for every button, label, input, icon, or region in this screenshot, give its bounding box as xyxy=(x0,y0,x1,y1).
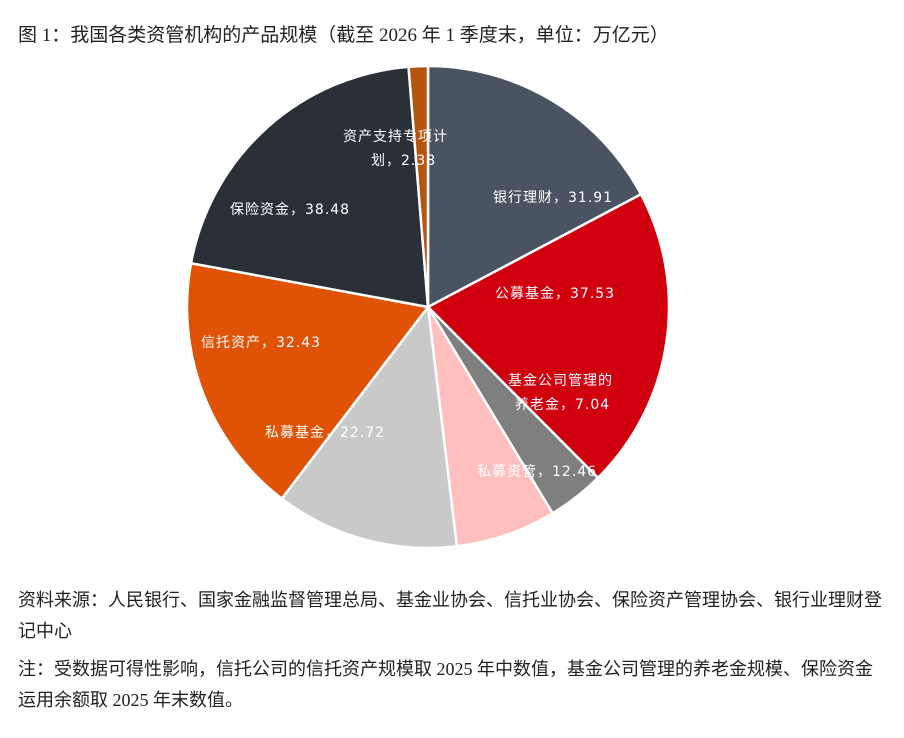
note: 注：受数据可得性影响，信托公司的信托资产规模取 2025 年中数值，基金公司管理… xyxy=(18,659,873,710)
pie-slice xyxy=(425,192,671,480)
pie-slice xyxy=(185,261,431,501)
pie-slice xyxy=(189,65,430,309)
data-label: 信托资产，32.43 xyxy=(201,335,321,351)
data-label: 基金公司管理的养老金，7.04 xyxy=(508,372,613,413)
data-label: 银行理财，31.91 xyxy=(493,190,613,206)
data-label: 公募基金，37.53 xyxy=(495,285,615,302)
data-label-line: 基金公司管理的 xyxy=(508,372,613,389)
data-label: 保险资金，38.48 xyxy=(230,202,350,218)
data-label: 私募资管，12.46 xyxy=(477,464,597,480)
data-label-line: 养老金，7.04 xyxy=(515,397,610,413)
pie-slice xyxy=(280,303,459,550)
chart: 银行理财，31.91 公募基金，37.53 基金公司管理的养老金，7.04 私募资管，… xyxy=(185,64,671,550)
data-label-line: 资产支持专项计 xyxy=(343,129,448,145)
source: 资料来源：人民银行、国家金融监督管理总局、基金业协会、信托业协会、保险资产管理协… xyxy=(18,590,882,641)
chart-title: 图 1：我国各类资管机构的产品规模（截至 2026 年 1 季度末，单位：万亿元… xyxy=(18,25,669,46)
data-label-line: 划，2.38 xyxy=(371,153,436,169)
pie-slice xyxy=(407,64,430,308)
data-label: 资产支持专项计划，2.38 xyxy=(343,129,448,169)
data-label: 私募基金，22.72 xyxy=(265,424,385,441)
pie-slice xyxy=(426,64,643,310)
